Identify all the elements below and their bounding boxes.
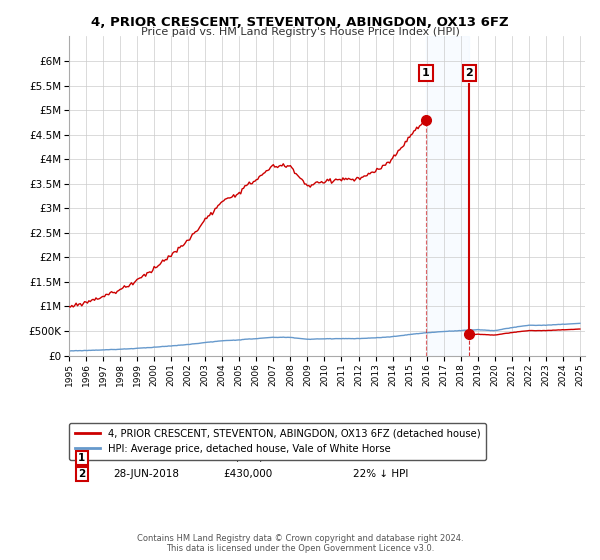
Text: 848% ↑ HPI: 848% ↑ HPI xyxy=(353,453,415,463)
Text: 10-DEC-2015: 10-DEC-2015 xyxy=(113,453,182,463)
Bar xyxy=(426,36,469,356)
Text: 22% ↓ HPI: 22% ↓ HPI xyxy=(353,469,408,479)
Text: 28-JUN-2018: 28-JUN-2018 xyxy=(113,469,179,479)
Legend: 4, PRIOR CRESCENT, STEVENTON, ABINGDON, OX13 6FZ (detached house), HPI: Average : 4, PRIOR CRESCENT, STEVENTON, ABINGDON, … xyxy=(69,423,487,460)
Text: 1: 1 xyxy=(78,453,86,463)
Text: £4,801,209: £4,801,209 xyxy=(224,453,283,463)
Text: Contains HM Land Registry data © Crown copyright and database right 2024.
This d: Contains HM Land Registry data © Crown c… xyxy=(137,534,463,553)
Text: Price paid vs. HM Land Registry's House Price Index (HPI): Price paid vs. HM Land Registry's House … xyxy=(140,27,460,37)
Text: 2: 2 xyxy=(466,68,473,78)
Text: 1: 1 xyxy=(422,68,430,78)
Text: 2: 2 xyxy=(78,469,86,479)
Text: 4, PRIOR CRESCENT, STEVENTON, ABINGDON, OX13 6FZ: 4, PRIOR CRESCENT, STEVENTON, ABINGDON, … xyxy=(91,16,509,29)
Text: £430,000: £430,000 xyxy=(224,469,273,479)
